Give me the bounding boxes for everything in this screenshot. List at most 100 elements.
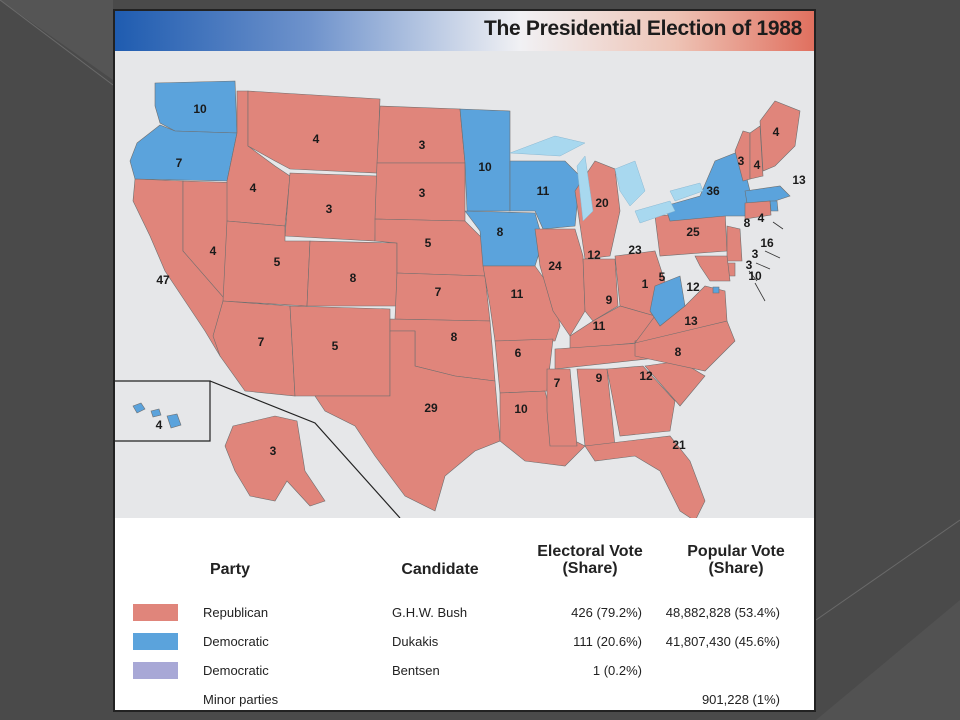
state-new-mexico: [289, 305, 391, 397]
election-map: 10 7 47 4 4 4 3 5 7 8 5 3 3 5 7 8 29 10 8 11 6 10 11 24 20 12 23 9 1…: [115, 51, 814, 522]
ev-label-new-jersey: 16: [760, 236, 774, 250]
ev-label-washington: 10: [193, 102, 207, 116]
ev-label-alaska: 3: [270, 444, 277, 458]
state-hawaii: [132, 402, 182, 429]
map-insets: [115, 221, 784, 519]
ev-label-alabama: 9: [596, 371, 603, 385]
map-title: The Presidential Election of 1988: [483, 17, 802, 40]
ev-label-maine: 4: [773, 125, 780, 139]
state-connecticut: [744, 200, 772, 220]
ev-label-pennsylvania: 25: [686, 225, 700, 239]
state-louisiana: [499, 390, 586, 467]
ev-label-mississippi: 7: [554, 376, 561, 390]
ev-label-georgia: 12: [639, 369, 653, 383]
ev-label-new-hampshire: 4: [754, 158, 761, 172]
bentsen-swatch: [133, 662, 178, 679]
ev-label-hawaii: 4: [156, 418, 163, 432]
electoral-vote-header-line2: (Share): [562, 560, 618, 577]
leader-line: [748, 270, 758, 282]
ev-label-colorado: 8: [350, 271, 357, 285]
ev-label-oregon: 7: [176, 156, 183, 170]
leader-line: [754, 282, 766, 302]
party-header: Party: [209, 561, 251, 578]
title-bar: The Presidential Election of 1988: [115, 11, 814, 51]
legend-popular: 901,228 (1%): [701, 692, 780, 707]
legend-party: Minor parties: [203, 692, 279, 707]
ev-label-west-virginia-faithless: 1: [642, 277, 649, 291]
ev-label-illinois: 24: [548, 259, 562, 273]
results-legend: Party Candidate Electoral Vote (Share) P…: [115, 518, 814, 710]
state-new-jersey: [726, 225, 743, 262]
state-shapes: [129, 80, 801, 522]
legend-party: Democratic: [203, 663, 269, 678]
ev-label-new-york: 36: [706, 184, 720, 198]
ev-label-kentucky: 9: [606, 293, 613, 307]
ev-label-rhode-island: 4: [758, 211, 765, 225]
legend-electoral: 111 (20.6%): [573, 634, 642, 649]
ev-label-north-dakota: 3: [419, 138, 426, 152]
ev-label-florida: 21: [672, 438, 686, 452]
republican-swatch: [133, 604, 178, 621]
state-district-of-columbia: [712, 286, 720, 294]
ev-label-utah: 5: [274, 255, 281, 269]
state-texas: [314, 330, 501, 512]
state-montana: [247, 90, 381, 174]
ev-label-virginia: 12: [686, 280, 700, 294]
ev-label-texas: 29: [424, 401, 438, 415]
ev-label-ohio: 23: [628, 243, 642, 257]
ev-label-district-of-columbia: 3: [746, 258, 753, 272]
popular-vote-header-line1: Popular Vote: [687, 543, 785, 560]
state-georgia: [606, 365, 676, 437]
ev-label-north-carolina: 13: [684, 314, 698, 328]
legend-electoral: 1 (0.2%): [592, 663, 642, 678]
ev-label-tennessee: 11: [593, 319, 606, 333]
ev-label-arkansas: 6: [515, 346, 522, 360]
lake: [509, 135, 586, 157]
legend-party: Democratic: [203, 634, 269, 649]
legend-candidate: Dukakis: [392, 634, 439, 649]
ev-label-maryland: 10: [748, 269, 762, 283]
ev-label-california: 47: [156, 273, 170, 287]
ev-label-nevada: 4: [210, 244, 217, 258]
ev-label-arizona: 7: [258, 335, 265, 349]
lake: [634, 200, 676, 224]
ev-label-west-virginia: 5: [659, 270, 666, 284]
candidate-header: Candidate: [401, 561, 479, 578]
state-new-hampshire: [749, 125, 764, 180]
ev-label-connecticut: 8: [744, 216, 751, 230]
ev-label-new-mexico: 5: [332, 339, 339, 353]
state-west-virginia: [649, 275, 686, 327]
state-oregon: [129, 124, 238, 182]
state-north-dakota: [376, 105, 466, 164]
ev-label-michigan: 20: [595, 196, 609, 210]
leader-line: [772, 221, 784, 230]
state-wisconsin: [509, 160, 581, 230]
ev-label-louisiana: 10: [514, 402, 528, 416]
state-arkansas: [494, 338, 554, 394]
state-mississippi: [546, 368, 578, 447]
ev-label-minnesota: 10: [478, 160, 492, 174]
state-maine: [759, 100, 801, 172]
ev-label-idaho: 4: [250, 181, 257, 195]
legend-electoral: 426 (79.2%): [571, 605, 642, 620]
state-missouri: [482, 265, 561, 342]
leader-line: [755, 262, 771, 270]
ev-label-vermont: 3: [738, 154, 745, 168]
state-indiana: [582, 258, 619, 322]
ev-label-iowa: 8: [497, 225, 504, 239]
state-maryland: [694, 255, 731, 282]
ev-label-delaware: 3: [752, 247, 759, 261]
ev-label-south-dakota: 3: [419, 186, 426, 200]
hawaii-inset-frame: [115, 380, 211, 442]
state-illinois: [534, 228, 586, 337]
ev-label-kansas: 7: [435, 285, 442, 299]
ev-label-massachusetts: 13: [792, 173, 806, 187]
state-kansas: [394, 272, 491, 322]
ev-label-wisconsin: 11: [537, 184, 550, 198]
electoral-vote-header-line1: Electoral Vote: [537, 543, 643, 560]
legend-candidate: G.H.W. Bush: [392, 605, 468, 620]
state-florida: [584, 435, 706, 522]
